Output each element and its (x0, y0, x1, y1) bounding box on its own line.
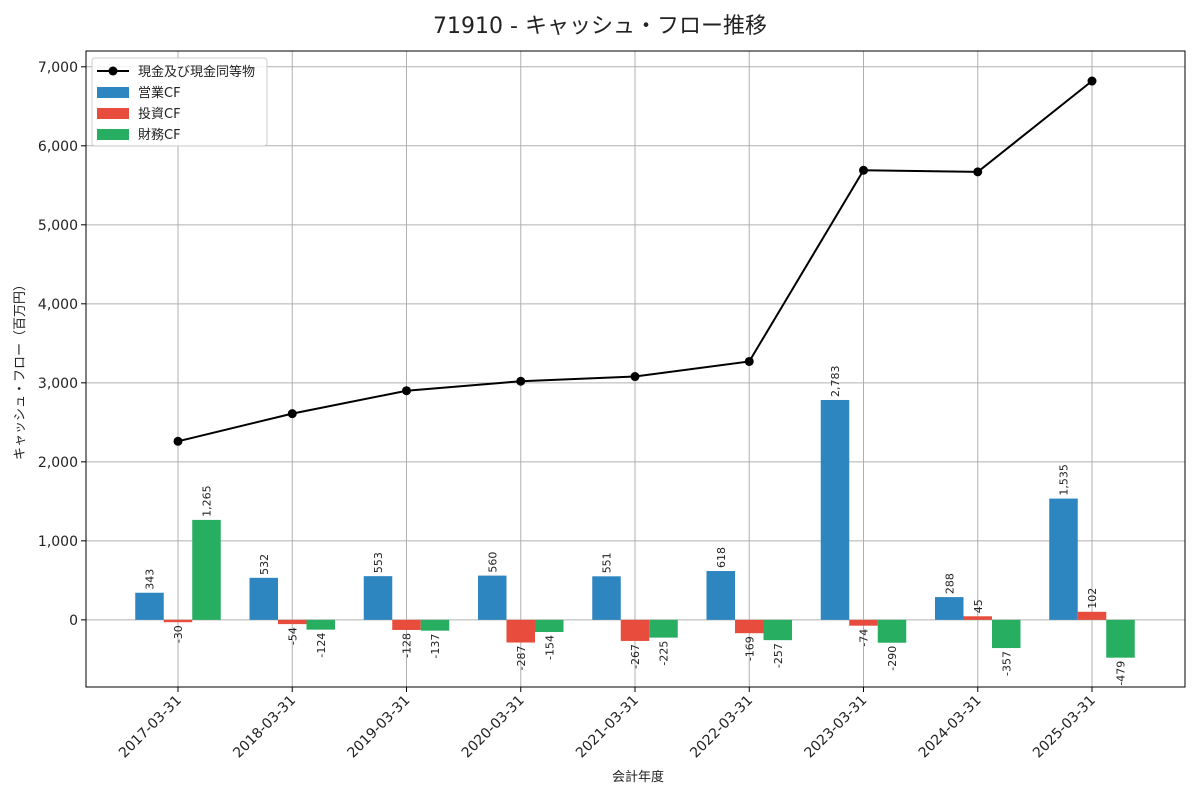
legend-box (91, 57, 268, 147)
legend-label: 現金及び現金同等物 (138, 64, 255, 80)
bar (249, 577, 278, 620)
legend-label: 財務CF (138, 128, 181, 143)
bar (1077, 611, 1107, 620)
bar-labels: 343 532 553 560 551 618 2,783 288 1,535 -30 -54 -12… (144, 365, 1128, 685)
bar (849, 619, 878, 626)
bar (135, 592, 164, 620)
line-point (630, 372, 640, 382)
bar-data-label: 551 (601, 552, 614, 573)
bar (735, 619, 764, 634)
bar (877, 619, 907, 643)
bar-data-label: -124 (315, 633, 328, 658)
bar-data-label: -257 (772, 643, 785, 668)
bar (706, 571, 735, 620)
bar-data-label: 618 (715, 547, 728, 568)
bar (992, 619, 1021, 649)
bar-data-label: 532 (258, 554, 271, 575)
y-tick-label: 2,000 (38, 455, 78, 471)
x-axis-title: 会計年度 (612, 769, 664, 785)
bar-data-label: -128 (401, 633, 414, 658)
y-axis-title: キャッシュ・フロー（百万円） (13, 278, 28, 460)
line-point (516, 376, 526, 386)
bar (649, 619, 678, 638)
bar (935, 597, 964, 620)
legend-swatch (97, 108, 129, 119)
bar (1106, 619, 1135, 658)
bar (620, 619, 650, 641)
legend-label: 投資CF (138, 106, 181, 122)
bar (278, 619, 307, 625)
line-point (859, 165, 868, 175)
bar (535, 619, 564, 633)
grid (86, 51, 1185, 687)
line-point (973, 167, 983, 177)
bar-data-label: -287 (515, 646, 528, 671)
y-tick-label: 5,000 (38, 218, 78, 234)
bar-data-label: -479 (1115, 661, 1128, 686)
line-point (1087, 76, 1097, 86)
bar-data-label: 2,783 (829, 365, 842, 397)
line-point (402, 386, 411, 396)
bar (1049, 498, 1078, 620)
bar-data-label: -74 (858, 629, 871, 647)
legend-swatch (97, 87, 129, 98)
line-point (744, 356, 754, 366)
bar (506, 619, 535, 643)
line-point (173, 436, 183, 446)
bar (592, 576, 621, 620)
bar-data-label: 553 (372, 552, 385, 573)
legend-label: 営業CF (138, 85, 181, 101)
y-tick-label: 7,000 (38, 60, 78, 76)
line-point (287, 409, 297, 419)
bar-data-label: -225 (658, 641, 671, 666)
bar (820, 399, 850, 620)
y-axis: 0 1,000 2,000 3,000 4,000 5,000 6,000 7,000 (38, 60, 86, 629)
y-tick-label: 1,000 (38, 534, 78, 550)
bar (392, 619, 421, 630)
bar-data-label: -290 (886, 646, 899, 671)
bar (763, 619, 792, 641)
line-series (173, 76, 1097, 446)
bar-data-label: 560 (486, 552, 499, 573)
y-tick-label: 6,000 (38, 139, 78, 155)
bar-data-label: -267 (629, 644, 642, 669)
bars (135, 399, 1135, 658)
bar-data-label: 102 (1086, 588, 1099, 609)
y-tick-label: 0 (69, 613, 78, 629)
bar-data-label: 1,535 (1058, 464, 1071, 496)
bar-data-label: 288 (943, 573, 956, 594)
bar-data-label: -54 (286, 627, 299, 645)
bar (192, 519, 221, 620)
chart-title: 71910 - キャッシュ・フロー推移 (433, 14, 767, 39)
bar-data-label: -137 (429, 634, 442, 659)
bar (420, 619, 450, 631)
bar-data-label: -154 (543, 635, 556, 660)
bar-data-label: 45 (972, 599, 985, 613)
bar-data-label: 1,265 (201, 485, 214, 517)
bar-data-label: -169 (743, 636, 756, 661)
legend-marker (108, 66, 118, 76)
y-tick-label: 3,000 (38, 376, 78, 392)
bar-data-label: 343 (144, 569, 157, 590)
y-tick-label: 4,000 (38, 297, 78, 313)
legend-swatch (97, 129, 129, 140)
bar-data-label: -30 (172, 625, 185, 643)
bar-data-label: -357 (1000, 651, 1013, 676)
bar (363, 576, 393, 620)
bar (306, 619, 335, 630)
bar (478, 575, 507, 620)
bar (163, 619, 193, 623)
bar (963, 616, 992, 620)
